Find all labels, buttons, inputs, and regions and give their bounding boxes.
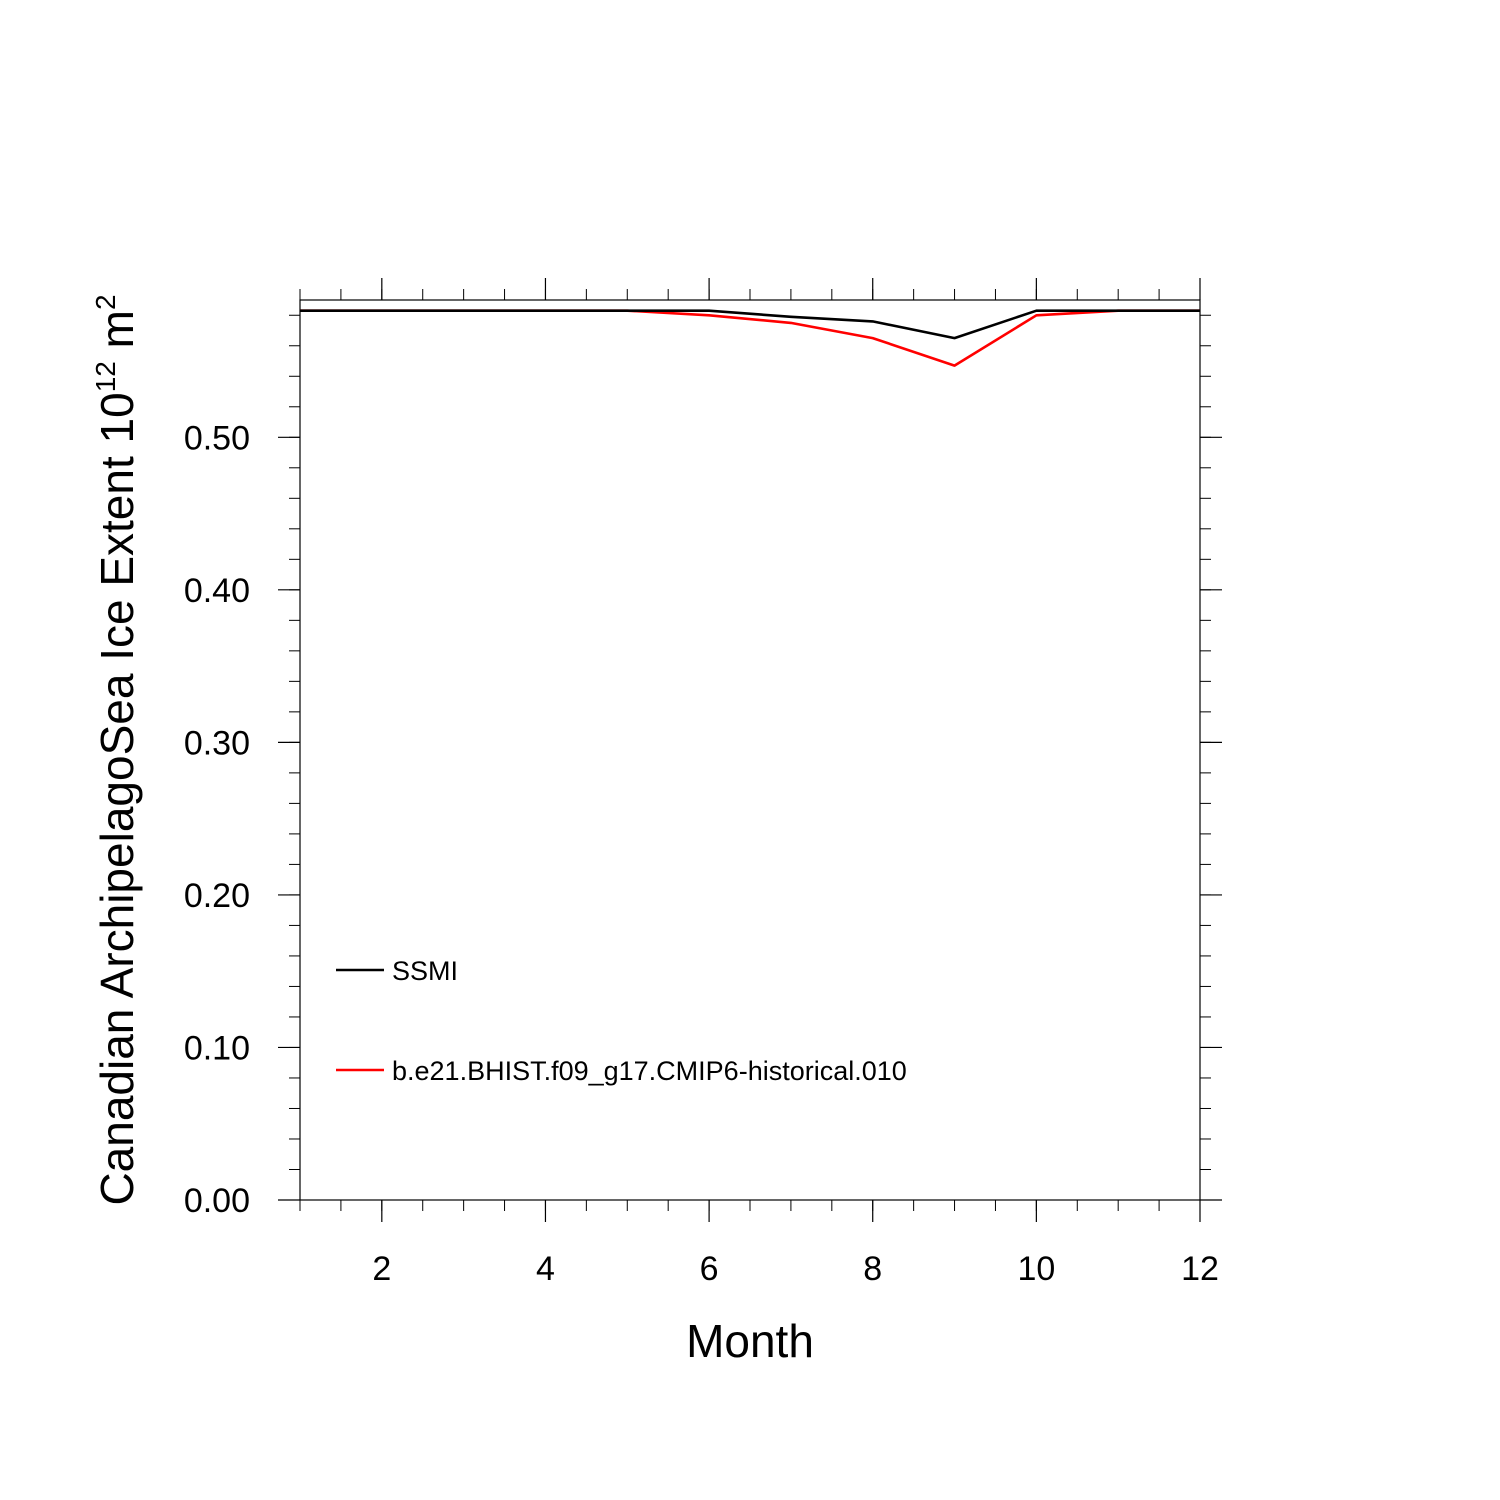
y-axis-title-unit: m (91, 310, 143, 361)
series-lines (300, 309, 1200, 367)
legend: SSMI b.e21.BHIST.f09_g17.CMIP6-historical… (336, 956, 907, 1086)
y-tick-label: 0.20 (184, 877, 250, 915)
legend-label: SSMI (392, 956, 458, 986)
y-axis-title-main: Canadian ArchipelagoSea Ice Extent 10 (91, 392, 143, 1205)
series-line-0 (300, 309, 1200, 340)
x-tick-label: 4 (536, 1250, 555, 1288)
y-tick-label: 0.40 (184, 572, 250, 610)
x-axis-title: Month (686, 1315, 814, 1367)
x-tick-label: 12 (1181, 1250, 1219, 1288)
y-tick-label: 0.10 (184, 1029, 250, 1067)
series-line-1 (300, 309, 1200, 367)
x-tick-label: 6 (700, 1250, 719, 1288)
y-tick-label: 0.00 (184, 1182, 250, 1220)
axis-ticks (278, 278, 1222, 1222)
y-axis-title-group: Canadian ArchipelagoSea Ice Extent 1012 … (90, 294, 143, 1205)
y-axis-title: Canadian ArchipelagoSea Ice Extent 1012 … (90, 294, 143, 1205)
x-tick-label: 8 (863, 1250, 882, 1288)
axis-tick-labels: 2 4 6 8 10 12 0.00 0.10 0.20 0.30 0.40 0.50 (184, 419, 1219, 1288)
y-tick-label: 0.50 (184, 419, 250, 457)
y-tick-label: 0.30 (184, 724, 250, 762)
y-axis-title-exponent: 12 (90, 361, 121, 392)
x-tick-label: 2 (372, 1250, 391, 1288)
legend-label: b.e21.BHIST.f09_g17.CMIP6-historical.010 (392, 1056, 907, 1086)
y-axis-title-unit-exponent: 2 (90, 294, 121, 310)
x-tick-label: 10 (1017, 1250, 1055, 1288)
